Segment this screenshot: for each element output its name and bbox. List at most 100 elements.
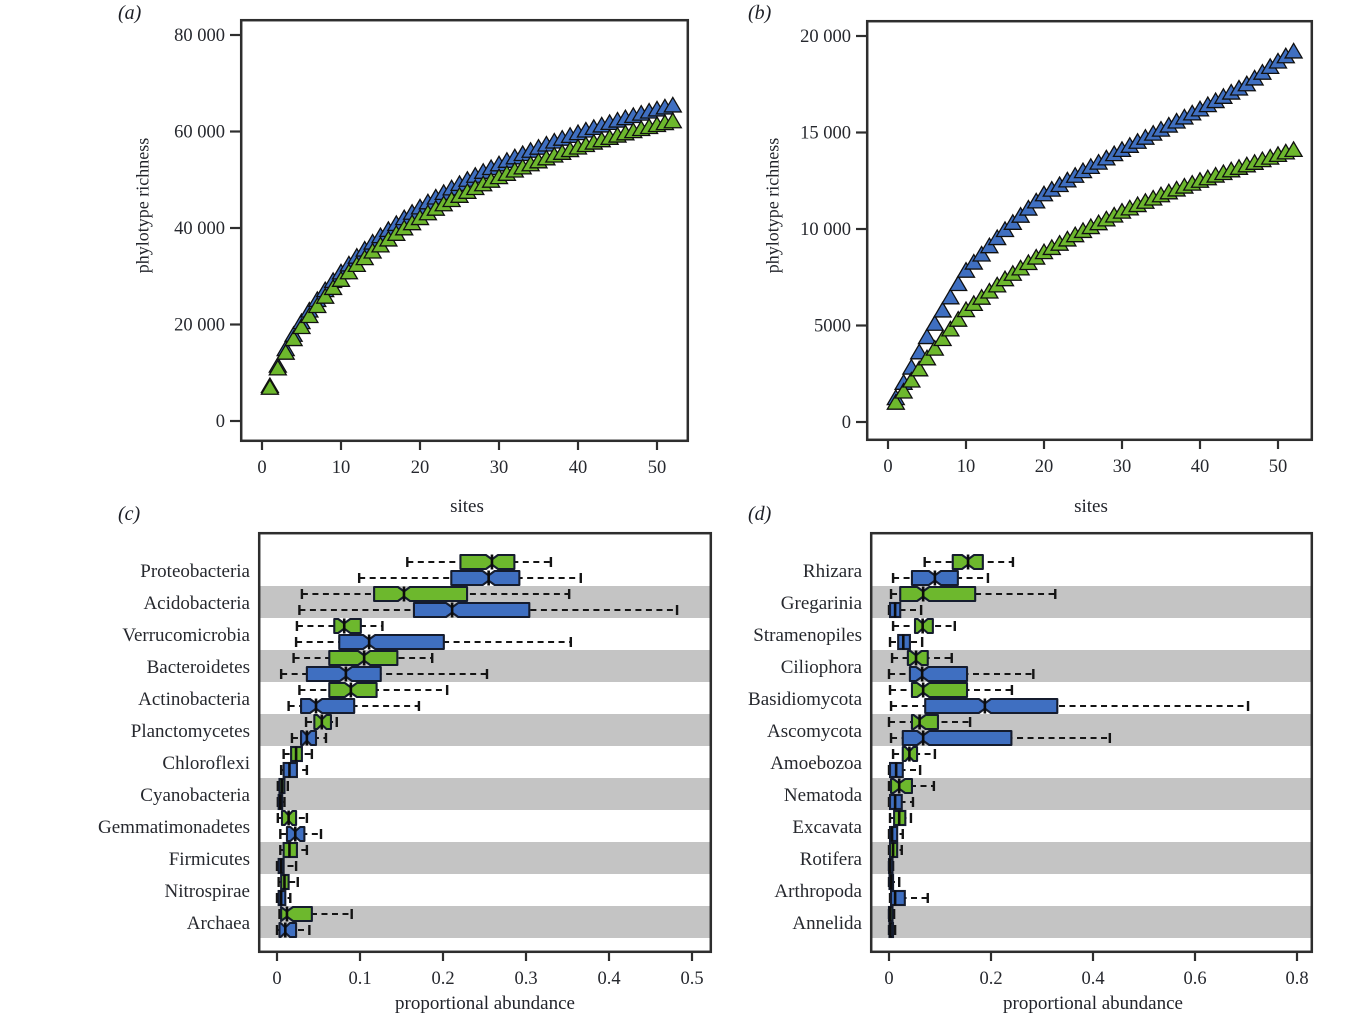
x-tick-label: 0.2 xyxy=(431,969,454,989)
triangle-marker-green xyxy=(323,278,343,296)
triangle-marker-blue xyxy=(1283,42,1304,59)
x-tick-label: 10 xyxy=(957,457,976,477)
box-green xyxy=(333,617,362,635)
x-tick-label: 0 xyxy=(883,457,892,477)
box-green xyxy=(373,585,469,603)
taxon-label: Ascomycota xyxy=(767,721,863,742)
box-blue xyxy=(278,921,298,939)
x-tick-label: 0.8 xyxy=(1285,969,1308,989)
x-tick-label: 50 xyxy=(648,458,667,478)
y-tick-label: 20 000 xyxy=(800,27,851,47)
x-tick-label: 30 xyxy=(1113,457,1132,477)
x-tick-label: 50 xyxy=(1269,457,1288,477)
taxon-label: Actinobacteria xyxy=(138,689,250,710)
panel-b-letter: (b) xyxy=(748,2,772,24)
box-blue xyxy=(300,697,356,715)
x-tick-label: 40 xyxy=(569,458,588,478)
triangle-marker-green xyxy=(268,359,288,376)
taxon-label: Nitrospirae xyxy=(165,881,250,902)
triangle-marker-green xyxy=(276,343,296,360)
y-tick-label: 60 000 xyxy=(174,123,225,143)
x-tick-label: 0.4 xyxy=(597,969,620,989)
x-tick-label: 10 xyxy=(332,458,351,478)
plot-frame xyxy=(865,19,1314,442)
taxon-label: Planctomycetes xyxy=(131,721,250,742)
box-green xyxy=(328,681,378,699)
triangle-marker-green xyxy=(925,339,945,356)
taxon-label: Bacteroidetes xyxy=(147,657,250,678)
box-blue xyxy=(300,729,318,747)
triangle-marker-green xyxy=(917,349,937,366)
taxon-label: Arthropoda xyxy=(774,881,862,902)
row-band xyxy=(260,778,710,810)
y-tick-label: 40 000 xyxy=(174,219,225,239)
panel-b-xlabel: sites xyxy=(1074,496,1108,517)
triangle-marker-green xyxy=(932,329,953,347)
taxon-label: Rotifera xyxy=(800,849,863,870)
row-band xyxy=(260,714,710,746)
panel-c-letter: (c) xyxy=(118,503,141,525)
x-tick-label: 0.4 xyxy=(1081,969,1104,989)
box-green xyxy=(899,585,977,603)
box-blue xyxy=(908,665,969,683)
box-blue xyxy=(901,729,1013,747)
panel-a-xlabel: sites xyxy=(450,496,484,517)
x-tick-label: 0 xyxy=(257,458,266,478)
taxon-label: Verrucomicrobia xyxy=(122,625,250,646)
triangle-marker-blue xyxy=(932,301,953,318)
y-tick-label: 0 xyxy=(216,412,225,432)
row-band xyxy=(260,906,710,938)
box-blue xyxy=(888,825,899,843)
panel-c-plot: 0 0.1 0.2 0.3 0.4 0.5 Proteobacteria Acidobacte… xyxy=(98,531,713,989)
x-tick-label: 0.1 xyxy=(348,969,371,989)
taxon-label: Archaea xyxy=(187,913,251,934)
triangle-marker-green xyxy=(315,287,335,304)
triangle-marker-blue xyxy=(917,327,937,345)
box-green xyxy=(279,905,313,923)
taxon-label: Gemmatimonadetes xyxy=(98,817,250,838)
taxon-label: Proteobacteria xyxy=(140,561,250,582)
taxon-label: Firmicutes xyxy=(169,849,250,870)
triangle-marker-green xyxy=(260,378,280,395)
row-band xyxy=(872,842,1311,874)
panel-b-plot: 0 5000 10 000 15 000 20 000 0 10 20 30 40 50 xyxy=(800,19,1314,477)
box-green xyxy=(910,681,969,699)
panel-a-ylabel: phylotype richness xyxy=(132,137,153,274)
triangle-marker-green xyxy=(1283,140,1304,158)
x-tick-label: 0.5 xyxy=(680,969,703,989)
taxon-label: Acidobacteria xyxy=(143,593,250,614)
triangle-marker-blue xyxy=(925,314,945,331)
row-band xyxy=(260,842,710,874)
triangle-marker-green xyxy=(299,306,320,324)
box-blue xyxy=(305,665,382,683)
plot-frame xyxy=(869,531,1314,954)
panel-d-plot: 0 0.2 0.4 0.6 0.8 Rhizara Gregarinia Stramenopi… xyxy=(748,531,1314,989)
taxon-label: Gregarinia xyxy=(781,593,863,614)
x-tick-label: 20 xyxy=(1035,457,1054,477)
triangle-marker-blue xyxy=(956,261,976,278)
row-band xyxy=(872,778,1311,810)
panel-d-letter: (d) xyxy=(748,503,772,525)
triangle-marker-blue xyxy=(940,288,961,305)
y-tick-label: 0 xyxy=(842,413,851,433)
x-tick-label: 40 xyxy=(1191,457,1210,477)
triangle-marker-green xyxy=(307,296,327,314)
taxon-label: Cyanobacteria xyxy=(140,785,250,806)
x-tick-label: 0 xyxy=(272,969,281,989)
box-blue xyxy=(412,601,531,619)
x-tick-label: 30 xyxy=(490,458,509,478)
x-tick-label: 20 xyxy=(411,458,430,478)
taxon-label: Stramenopiles xyxy=(753,625,862,646)
x-tick-label: 0.2 xyxy=(979,969,1002,989)
box-green xyxy=(889,777,913,795)
triangle-marker-green xyxy=(291,317,312,335)
triangle-marker-blue xyxy=(948,274,968,292)
x-tick-label: 0 xyxy=(884,969,893,989)
taxon-label: Rhizara xyxy=(803,561,863,582)
triangle-marker-green xyxy=(283,329,304,347)
panel-a-letter: (a) xyxy=(118,2,142,24)
taxon-label: Basidiomycota xyxy=(748,689,863,710)
triangle-marker-green xyxy=(893,382,914,399)
triangle-marker-green xyxy=(909,360,929,377)
